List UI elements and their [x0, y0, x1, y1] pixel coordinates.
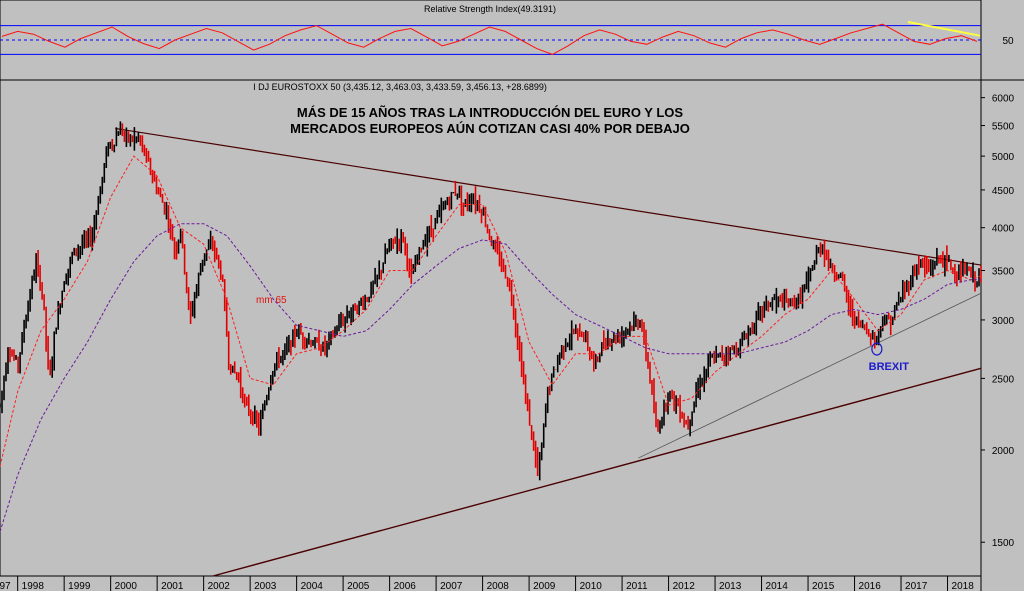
trendline-support-2	[638, 292, 982, 459]
price-title: I DJ EUROSTOXX 50 (3,435.12, 3,463.03, 3…	[253, 82, 547, 92]
x-tick-label: 2004	[301, 581, 324, 591]
x-tick-label: 2011	[626, 581, 648, 591]
x-tick-label: 2002	[208, 581, 231, 591]
y-tick-label: 3000	[992, 316, 1015, 327]
x-tick-label: 2014	[766, 581, 789, 591]
x-tick-label: 2000	[115, 581, 138, 591]
y-axis-ticks: 1500 2000 2500 3000 3500 4000 4500 5000 5500 6000	[981, 94, 1015, 549]
x-axis-ticks: 97 1998 1999 2000 2001 2002 2003 2004 2005 2006 20…	[0, 576, 974, 591]
brexit-label: BREXIT	[869, 361, 910, 373]
y-tick-label: 2000	[992, 446, 1015, 457]
price-bars	[0, 121, 982, 481]
x-tick-label: 2012	[673, 581, 696, 591]
x-tick-label: 2016	[859, 581, 882, 591]
rsi-trend-line	[907, 21, 981, 37]
y-tick-label: 1500	[992, 538, 1015, 549]
x-tick-label: 2010	[580, 581, 603, 591]
x-tick-label: 2001	[161, 581, 184, 591]
x-tick-label: 2018	[952, 581, 975, 591]
ma65-label: mm 65	[256, 295, 287, 306]
trendline-resistance	[115, 127, 982, 266]
annotation-line-2: MERCADOS EUROPEOS AÚN COTIZAN CASI 40% P…	[290, 121, 690, 136]
x-tick-label: 2003	[254, 581, 277, 591]
rsi-line	[1, 23, 978, 55]
y-tick-label: 5500	[992, 122, 1015, 133]
x-tick-label: 2008	[487, 581, 510, 591]
trendlines	[115, 127, 982, 577]
rsi-panel: Relative Strength Index(49.3191) 50	[0, 4, 1014, 55]
annotation-line-1: MÁS DE 15 AÑOS TRAS LA INTRODUCCIÓN DEL …	[297, 105, 684, 120]
rsi-tick-label: 50	[1002, 36, 1014, 47]
y-tick-label: 3500	[992, 266, 1015, 277]
x-tick-label: 2006	[394, 581, 417, 591]
trendline-support	[212, 367, 982, 577]
ma65-line	[0, 155, 982, 467]
y-tick-label: 4000	[992, 224, 1015, 235]
x-tick-label: 1999	[68, 581, 91, 591]
x-tick-label: 2005	[347, 581, 370, 591]
x-tick-label: 2007	[440, 581, 463, 591]
x-tick-label: 2015	[812, 581, 835, 591]
y-tick-label: 5000	[992, 152, 1015, 163]
ma200-line	[0, 223, 981, 532]
rsi-title: Relative Strength Index(49.3191)	[424, 4, 556, 14]
x-tick-label: 2009	[533, 581, 556, 591]
x-tick-label: 2013	[719, 581, 742, 591]
x-tick-label: 1998	[22, 581, 45, 591]
x-tick-label: 97	[0, 581, 11, 591]
x-tick-label: 2017	[905, 581, 928, 591]
price-panel: I DJ EUROSTOXX 50 (3,435.12, 3,463.03, 3…	[0, 82, 1015, 591]
y-tick-label: 6000	[992, 94, 1015, 105]
y-tick-label: 4500	[992, 186, 1015, 197]
y-tick-label: 2500	[992, 374, 1015, 385]
brexit-marker	[871, 342, 883, 356]
